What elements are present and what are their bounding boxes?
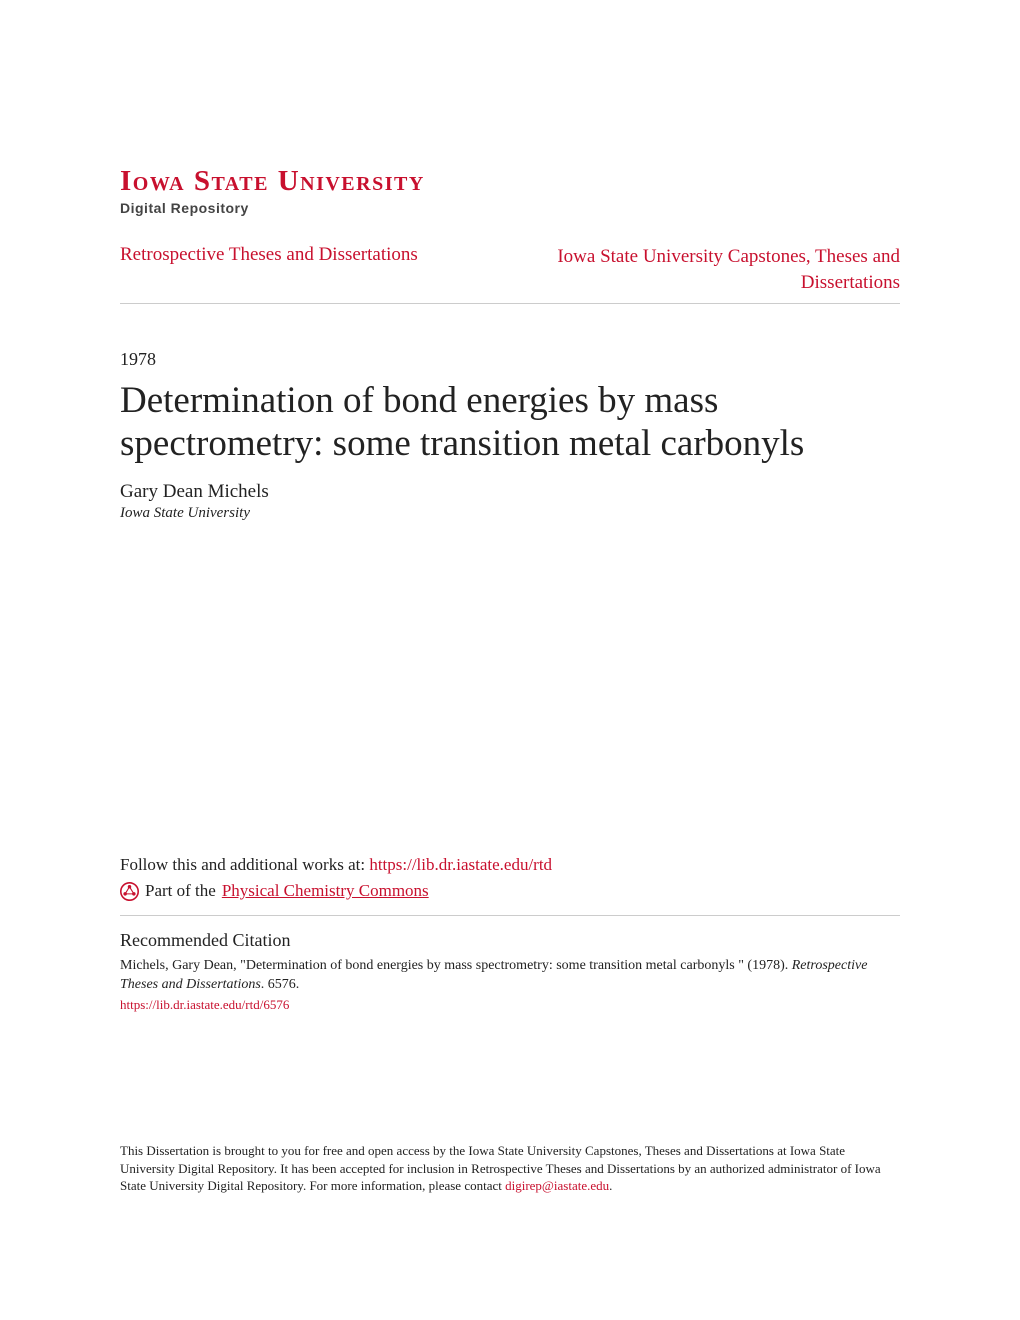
follow-url-link[interactable]: https://lib.dr.iastate.edu/rtd: [369, 855, 552, 874]
author-affiliation: Iowa State University: [120, 505, 900, 522]
university-name: Iowa State University: [120, 165, 900, 198]
citation-url-link[interactable]: https://lib.dr.iastate.edu/rtd/6576: [120, 997, 900, 1013]
footer-text-2: .: [609, 1178, 612, 1193]
document-title: Determination of bond energies by mass s…: [120, 380, 900, 465]
citation-part-2: . 6576.: [261, 977, 300, 992]
part-of-prefix: Part of the: [145, 881, 216, 901]
recommended-citation-text: Michels, Gary Dean, "Determination of bo…: [120, 957, 900, 995]
publication-year: 1978: [120, 349, 900, 370]
author-name: Gary Dean Michels: [120, 481, 900, 503]
collection-link-right[interactable]: Iowa State University Capstones, Theses …: [520, 244, 900, 295]
follow-section: Follow this and additional works at: htt…: [120, 855, 900, 1013]
commons-link[interactable]: Physical Chemistry Commons: [222, 881, 429, 901]
network-icon: [120, 882, 139, 901]
repository-subtitle: Digital Repository: [120, 200, 900, 216]
section-divider: [120, 915, 900, 916]
follow-works-line: Follow this and additional works at: htt…: [120, 855, 900, 875]
page-container: Iowa State University Digital Repository…: [0, 0, 1020, 1320]
recommended-citation-heading: Recommended Citation: [120, 930, 900, 951]
footer-text-1: This Dissertation is brought to you for …: [120, 1143, 881, 1193]
citation-part-1: Michels, Gary Dean, "Determination of bo…: [120, 958, 792, 973]
institution-logo: Iowa State University Digital Repository: [120, 165, 900, 216]
collection-nav-row: Retrospective Theses and Dissertations I…: [120, 244, 900, 304]
collection-link-left[interactable]: Retrospective Theses and Dissertations: [120, 244, 418, 266]
follow-prefix: Follow this and additional works at:: [120, 855, 369, 874]
contact-email-link[interactable]: digirep@iastate.edu: [505, 1178, 609, 1193]
footer-access-note: This Dissertation is brought to you for …: [120, 1142, 900, 1195]
part-of-line: Part of the Physical Chemistry Commons: [120, 881, 900, 901]
